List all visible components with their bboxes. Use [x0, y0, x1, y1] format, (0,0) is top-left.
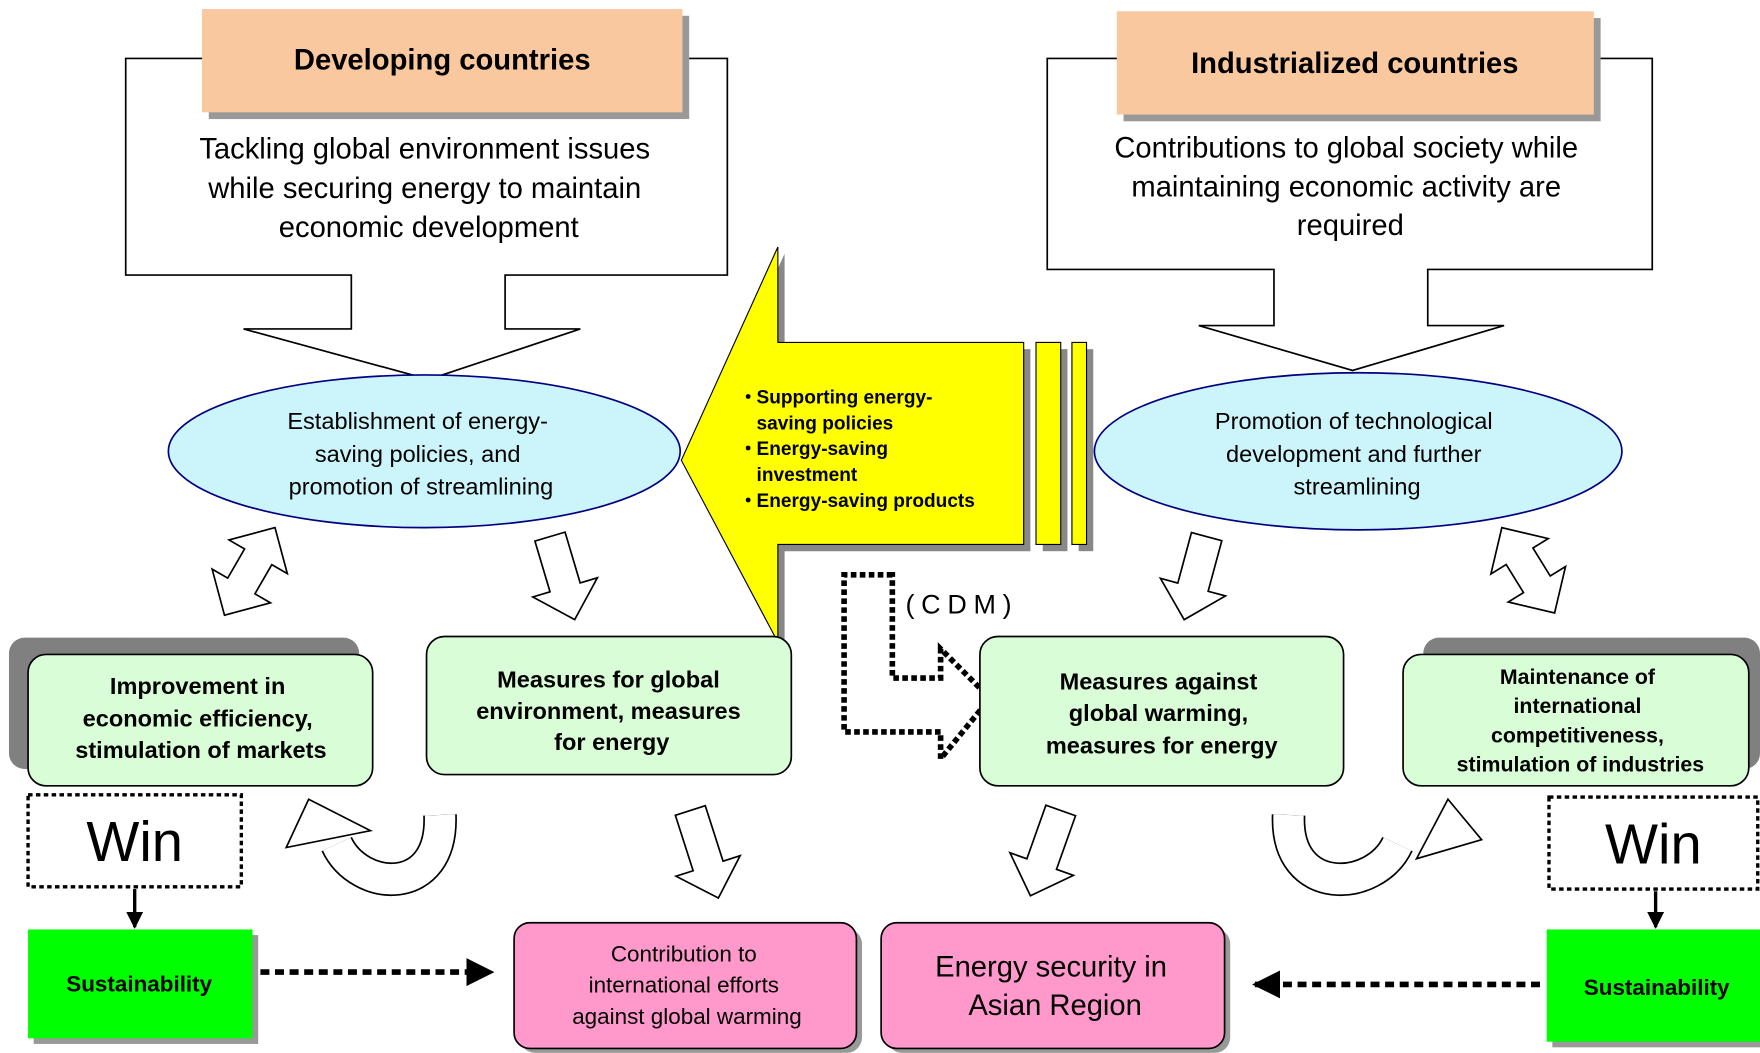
line: economic development	[279, 212, 579, 244]
support-item: Energy-saving investment	[757, 439, 894, 486]
line: Contributions to global society while	[1114, 132, 1578, 164]
line: saving policies	[757, 413, 894, 434]
line: required	[1297, 210, 1404, 242]
line: environment, measures	[476, 698, 741, 724]
policy-ellipse	[167, 374, 682, 529]
block-arrow	[1158, 531, 1228, 621]
line: streamlining	[1294, 474, 1421, 500]
title: Developing countries	[294, 45, 591, 77]
cdm-arrow	[841, 571, 994, 767]
description: Contributions to global society while ma…	[1114, 132, 1586, 241]
sustainability: Sustainability	[66, 972, 212, 997]
line: saving policies, and	[315, 441, 521, 467]
measures: Measures for global environment, measure…	[476, 667, 747, 756]
cdm-label: (CDM)	[905, 589, 1018, 619]
line: Contribution to	[611, 941, 757, 966]
benefit-box	[27, 653, 374, 787]
support-item: Supporting energy- saving policies	[757, 388, 938, 435]
win: Win	[1605, 812, 1702, 875]
measures-box	[425, 635, 793, 776]
bullet: ・	[739, 439, 758, 460]
line: Energy-saving	[757, 439, 888, 460]
line: Improvement in	[110, 673, 285, 699]
line: international	[1514, 694, 1642, 718]
line: for energy	[554, 729, 669, 755]
line: Establishment of energy-	[287, 408, 548, 434]
block-arrow	[530, 531, 600, 621]
bullet: ・	[739, 491, 758, 512]
line: investment	[757, 465, 858, 486]
title-box	[202, 9, 683, 113]
line: Tackling global environment issues	[199, 133, 650, 165]
policy: Establishment of energy- saving policies…	[287, 408, 554, 499]
line: Promotion of technological	[1215, 408, 1493, 434]
line: Measures for global	[497, 667, 720, 693]
win: Win	[86, 810, 183, 873]
sustainability: Sustainability	[1584, 975, 1730, 1000]
line: Measures against	[1060, 669, 1258, 695]
outcome-box	[880, 921, 1226, 1050]
line: international efforts	[589, 973, 779, 998]
line: stimulation of industries	[1457, 752, 1704, 776]
block-arrow	[673, 804, 742, 900]
line: Maintenance of	[1500, 665, 1656, 689]
benefit-box	[1402, 653, 1750, 787]
line: global warming,	[1069, 700, 1248, 726]
benefit: Improvement in economic efficiency, stim…	[75, 673, 326, 763]
callout	[124, 57, 729, 381]
outcome-box	[513, 921, 858, 1050]
support-item: Energy-saving products	[757, 491, 975, 512]
double-arrow	[1489, 526, 1567, 614]
benefit: Maintenance of international competitive…	[1457, 665, 1704, 777]
curved-arrow	[323, 814, 456, 895]
line: promotion of streamlining	[289, 474, 554, 500]
line: economic efficiency,	[83, 706, 313, 732]
line: Supporting energy-	[757, 388, 933, 409]
support-list: ・ Supporting energy- saving policies ・ E…	[739, 388, 975, 512]
outcome: Energy security in Asian Region	[935, 951, 1175, 1021]
policy-ellipse	[1093, 371, 1623, 531]
win-box	[1547, 795, 1760, 891]
measures: Measures against global warming, measure…	[1046, 669, 1278, 759]
sustainability-box	[28, 929, 253, 1039]
line: stimulation of markets	[75, 737, 326, 763]
curved-arrow	[1273, 814, 1412, 895]
sustainability-box	[1546, 929, 1760, 1042]
line: while securing energy to maintain	[207, 172, 641, 204]
title: Industrialized countries	[1191, 48, 1518, 80]
line: development and further	[1226, 441, 1482, 467]
arrows	[210, 526, 1567, 900]
line: Asian Region	[968, 990, 1142, 1022]
line: against global warming	[572, 1004, 802, 1029]
outcome: Contribution to international efforts ag…	[572, 941, 802, 1029]
block-arrow	[1008, 804, 1077, 897]
line: maintaining economic activity are	[1131, 171, 1561, 203]
measures-box	[979, 635, 1345, 787]
policy: Promotion of technological development a…	[1215, 408, 1499, 499]
win-box	[26, 793, 244, 889]
arrow-head	[1414, 797, 1484, 861]
line: measures for energy	[1046, 733, 1278, 759]
bullet: ・	[739, 388, 758, 409]
line: Energy security in	[935, 951, 1167, 983]
double-arrow	[210, 526, 289, 617]
arrow-head	[284, 798, 373, 849]
description: Tackling global environment issues while…	[199, 133, 658, 244]
title-box	[1116, 11, 1594, 115]
support-arrow	[680, 246, 1094, 649]
line: competitiveness,	[1491, 723, 1664, 747]
callout	[1046, 57, 1654, 372]
